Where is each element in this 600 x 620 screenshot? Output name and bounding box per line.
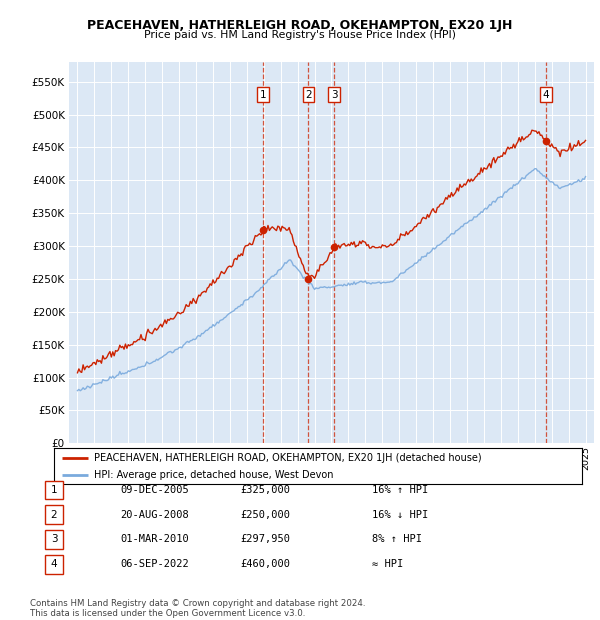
Text: PEACEHAVEN, HATHERLEIGH ROAD, OKEHAMPTON, EX20 1JH (detached house): PEACEHAVEN, HATHERLEIGH ROAD, OKEHAMPTON… <box>94 453 481 463</box>
Text: 16% ↑ HPI: 16% ↑ HPI <box>372 485 428 495</box>
Text: 4: 4 <box>50 559 58 569</box>
Text: 2: 2 <box>50 510 58 520</box>
Text: 1: 1 <box>259 90 266 100</box>
Text: HPI: Average price, detached house, West Devon: HPI: Average price, detached house, West… <box>94 469 333 480</box>
Text: £325,000: £325,000 <box>240 485 290 495</box>
Text: £297,950: £297,950 <box>240 534 290 544</box>
Text: 4: 4 <box>543 90 550 100</box>
Text: Contains HM Land Registry data © Crown copyright and database right 2024.: Contains HM Land Registry data © Crown c… <box>30 599 365 608</box>
Text: 2: 2 <box>305 90 312 100</box>
Text: This data is licensed under the Open Government Licence v3.0.: This data is licensed under the Open Gov… <box>30 609 305 618</box>
Text: £250,000: £250,000 <box>240 510 290 520</box>
Text: PEACEHAVEN, HATHERLEIGH ROAD, OKEHAMPTON, EX20 1JH: PEACEHAVEN, HATHERLEIGH ROAD, OKEHAMPTON… <box>88 19 512 32</box>
Text: 20-AUG-2008: 20-AUG-2008 <box>120 510 189 520</box>
Text: 1: 1 <box>50 485 58 495</box>
Text: 8% ↑ HPI: 8% ↑ HPI <box>372 534 422 544</box>
Text: £460,000: £460,000 <box>240 559 290 569</box>
Text: ≈ HPI: ≈ HPI <box>372 559 403 569</box>
Text: 3: 3 <box>50 534 58 544</box>
Text: 01-MAR-2010: 01-MAR-2010 <box>120 534 189 544</box>
Text: Price paid vs. HM Land Registry's House Price Index (HPI): Price paid vs. HM Land Registry's House … <box>144 30 456 40</box>
Text: 16% ↓ HPI: 16% ↓ HPI <box>372 510 428 520</box>
Text: 3: 3 <box>331 90 338 100</box>
Text: 09-DEC-2005: 09-DEC-2005 <box>120 485 189 495</box>
Text: 06-SEP-2022: 06-SEP-2022 <box>120 559 189 569</box>
